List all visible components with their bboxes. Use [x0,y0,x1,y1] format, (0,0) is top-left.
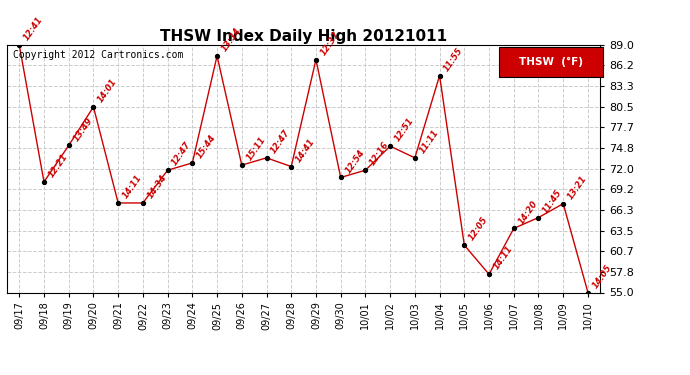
Point [63,142,75,148]
Text: 11:11: 11:11 [417,128,440,155]
Point [286,164,297,170]
Text: 12:47: 12:47 [269,128,292,155]
Point [261,155,272,161]
Point [187,160,198,166]
Point [509,225,520,231]
FancyBboxPatch shape [500,48,603,77]
Text: Copyright 2012 Cartronics.com: Copyright 2012 Cartronics.com [13,50,184,60]
Point [484,271,495,277]
Point [162,167,173,173]
Point [335,174,346,180]
Point [39,179,50,185]
Point [310,57,322,63]
Text: 14:05: 14:05 [591,262,613,290]
Text: 12:16: 12:16 [368,140,391,167]
Text: 14:01: 14:01 [96,77,119,104]
Text: 11:55: 11:55 [442,46,465,73]
Title: THSW Index Daily High 20121011: THSW Index Daily High 20121011 [160,29,447,44]
Point [14,42,25,48]
Text: 12:05: 12:05 [467,215,490,242]
Text: THSW  (°F): THSW (°F) [519,57,583,68]
Point [360,167,371,173]
Text: 14:20: 14:20 [517,198,540,226]
Point [409,155,420,161]
Point [112,200,124,206]
Point [212,53,223,59]
Point [459,242,470,248]
Text: 12:51: 12:51 [393,116,415,143]
Point [434,73,445,79]
Text: 15:44: 15:44 [195,133,218,160]
Point [384,143,395,149]
Text: 13:49: 13:49 [72,116,95,142]
Text: 12:47: 12:47 [170,140,193,167]
Text: 13:21: 13:21 [566,174,589,201]
Text: 12:37: 12:37 [319,30,342,57]
Text: 12:21: 12:21 [47,152,70,179]
Point [88,104,99,110]
Text: 15:11: 15:11 [244,135,267,162]
Text: 14:11: 14:11 [121,173,144,200]
Text: 12:54: 12:54 [344,147,366,175]
Point [582,290,593,296]
Point [533,214,544,220]
Text: 14:34: 14:34 [146,173,168,200]
Text: 14:41: 14:41 [294,136,317,164]
Point [236,162,247,168]
Point [137,200,148,206]
Point [558,201,569,207]
Text: 11:45: 11:45 [541,188,564,215]
Text: 13:34: 13:34 [220,26,243,53]
Text: 14:11: 14:11 [492,244,515,272]
Text: 12:41: 12:41 [22,15,45,42]
